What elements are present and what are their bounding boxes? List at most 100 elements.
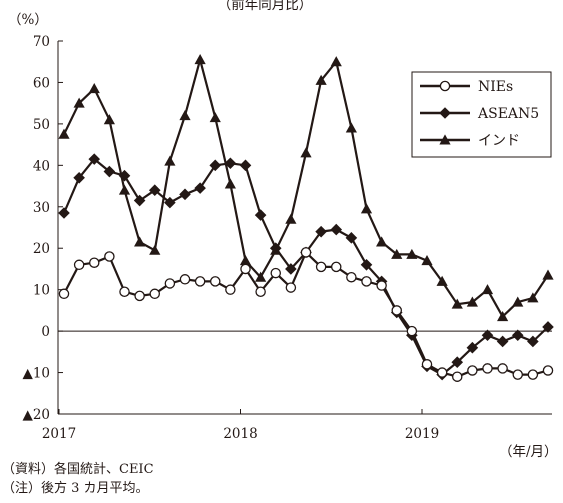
legend-label-asean5: ASEAN5 bbox=[477, 106, 539, 122]
india-point bbox=[406, 248, 418, 259]
nies-point bbox=[285, 282, 297, 293]
asean5-point bbox=[118, 169, 131, 182]
india-point bbox=[542, 269, 554, 280]
series-nies bbox=[58, 247, 554, 382]
india-point bbox=[239, 255, 252, 266]
india-point bbox=[285, 213, 297, 224]
india-point bbox=[481, 284, 494, 295]
india-point bbox=[179, 110, 191, 121]
nies-point bbox=[134, 290, 145, 302]
y-tick-label: 0 bbox=[41, 324, 50, 340]
nies-point bbox=[315, 261, 327, 273]
nies-point bbox=[240, 263, 251, 275]
india-point bbox=[421, 255, 433, 266]
nies-point bbox=[406, 325, 418, 337]
legend: NIEs ASEAN5 インド bbox=[411, 71, 552, 158]
chart-title: （前年同月比） bbox=[218, 0, 313, 13]
asean5-point bbox=[254, 209, 267, 221]
legend-label-india: インド bbox=[478, 133, 520, 149]
nies-point bbox=[542, 365, 554, 376]
india-point bbox=[436, 275, 448, 286]
asean5-point bbox=[511, 329, 524, 342]
india-point bbox=[391, 248, 403, 259]
india-point bbox=[376, 236, 388, 247]
x-tick-label: 2017 bbox=[42, 426, 76, 442]
y-tick-label: 10 bbox=[33, 283, 50, 299]
nies-point bbox=[467, 365, 478, 376]
nies-point bbox=[270, 267, 281, 279]
nies-point bbox=[512, 369, 524, 380]
legend-nies-point bbox=[439, 80, 451, 92]
asean5-point bbox=[466, 341, 479, 354]
india-point bbox=[73, 97, 85, 108]
y-tick-label: 20 bbox=[33, 241, 50, 257]
india-point bbox=[512, 296, 524, 307]
nies-point bbox=[58, 288, 70, 300]
nies-point bbox=[482, 363, 493, 374]
y-tick-label: 40 bbox=[33, 158, 50, 174]
india-point bbox=[300, 147, 312, 158]
nies-point bbox=[255, 286, 266, 297]
y-tick-label: 60 bbox=[33, 75, 50, 91]
series-line-asean5 bbox=[62, 158, 549, 376]
india-point bbox=[149, 244, 161, 255]
nies-point bbox=[421, 359, 433, 370]
y-tick-label: 50 bbox=[33, 117, 50, 133]
remark-note: （注）後方 3 カ月平均。 bbox=[2, 481, 149, 496]
asean5-point bbox=[179, 188, 191, 201]
asean5-point bbox=[58, 207, 70, 219]
asean5-point bbox=[330, 223, 343, 236]
y-axis-unit-label: （%） bbox=[8, 12, 48, 28]
legend-label-nies: NIEs bbox=[478, 79, 513, 95]
asean5-point bbox=[269, 242, 282, 255]
asean5-point bbox=[88, 153, 101, 165]
nies-point bbox=[73, 259, 85, 271]
nies-point bbox=[164, 278, 176, 289]
india-point bbox=[451, 298, 463, 309]
india-point bbox=[88, 83, 100, 94]
india-point bbox=[209, 112, 221, 123]
nies-point bbox=[149, 288, 160, 300]
series-layer bbox=[58, 54, 554, 382]
y-tick-label: 30 bbox=[33, 200, 50, 216]
nies-point bbox=[179, 274, 191, 285]
asean5-point bbox=[360, 259, 373, 271]
y-tick-label: 70 bbox=[33, 34, 50, 50]
india-point bbox=[466, 296, 478, 307]
x-axis-unit-label: （年/月） bbox=[499, 444, 558, 460]
asean5-point bbox=[133, 194, 146, 207]
legend-india-point bbox=[439, 134, 451, 145]
asean5-point bbox=[285, 263, 297, 275]
asean5-point bbox=[73, 171, 85, 184]
nies-point bbox=[527, 369, 539, 380]
nies-point bbox=[436, 367, 448, 378]
india-point bbox=[255, 271, 267, 282]
nies-point bbox=[451, 371, 463, 382]
y-tick-label: ▲20 bbox=[22, 407, 50, 423]
nies-point bbox=[376, 280, 387, 291]
nies-point bbox=[194, 276, 206, 287]
india-point bbox=[527, 292, 539, 303]
legend-swatches bbox=[420, 80, 470, 145]
nies-point bbox=[104, 251, 115, 262]
india-point bbox=[345, 122, 357, 133]
india-point bbox=[134, 236, 146, 247]
axes: 70 60 50 40 30 20 10 0 ▲10 ▲20 2017 2018 2019 bbox=[22, 34, 552, 442]
asean5-point bbox=[542, 321, 554, 333]
nies-point bbox=[119, 286, 130, 297]
series-india bbox=[58, 54, 554, 322]
asean5-point bbox=[345, 232, 358, 244]
nies-point bbox=[209, 276, 221, 287]
asean5-point bbox=[164, 196, 176, 209]
india-point bbox=[315, 74, 327, 85]
series-asean5 bbox=[58, 153, 554, 381]
india-point bbox=[164, 155, 176, 166]
asean5-point bbox=[451, 356, 464, 368]
nies-point bbox=[361, 276, 372, 287]
nies-point bbox=[391, 305, 402, 316]
nies-point bbox=[346, 271, 357, 283]
asean5-point bbox=[527, 335, 539, 348]
asean5-point bbox=[239, 159, 252, 172]
india-point bbox=[224, 178, 236, 189]
